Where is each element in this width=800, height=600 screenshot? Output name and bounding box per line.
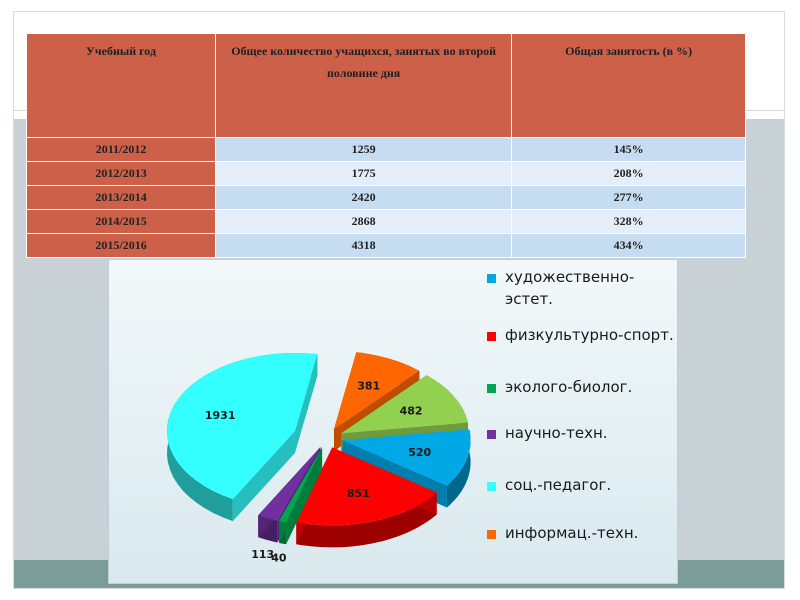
percent-cell: 145% [511, 137, 746, 162]
slice-value-label: 113 [251, 548, 274, 561]
legend-label: физкультурно-спорт. [505, 326, 674, 344]
pie-slice-top [342, 429, 471, 486]
total-cell: 2868 [215, 209, 513, 234]
legend-label: художественно-эстет. [505, 268, 635, 308]
legend-swatch [487, 530, 496, 539]
pie-slice-top [341, 375, 468, 434]
total-cell: 1259 [215, 137, 513, 162]
pie-slice-side [446, 429, 471, 508]
percent-cell: 328% [511, 209, 746, 234]
table-header-row: Учебный год Общее количество учащихся, з… [25, 33, 746, 138]
year-cell: 2013/2014 [25, 185, 217, 210]
header-employment: Общая занятость (в %) [511, 33, 746, 138]
year-cell: 2011/2012 [25, 137, 217, 162]
slice-value-label: 40 [271, 552, 287, 565]
pie-slice-edge [232, 430, 295, 522]
pie-slice [296, 447, 437, 548]
legend-swatch [487, 332, 496, 341]
pie-slice-edge [294, 354, 318, 453]
pie-slice-side [296, 492, 437, 548]
pie-slice-top [279, 447, 323, 523]
slice-value-label: 520 [408, 446, 431, 459]
total-cell: 1775 [215, 161, 513, 186]
legend-swatch [487, 430, 496, 439]
slice-value-label: 482 [400, 405, 423, 418]
table-row: 2011/2012 1259 145% [25, 137, 746, 162]
pie-slice-edge [279, 447, 323, 543]
legend-label: соц.-педагог. [505, 476, 612, 494]
slice-value-label: 1931 [205, 409, 236, 422]
pie-slice-top [167, 353, 318, 500]
pie-slice-top [258, 447, 321, 521]
percent-cell: 208% [511, 161, 746, 186]
pie-slice-top [296, 447, 437, 526]
legend-label: эколого-биолог. [505, 378, 633, 396]
year-cell: 2015/2016 [25, 233, 217, 258]
total-cell: 4318 [215, 233, 513, 258]
table-row: 2015/2016 4318 434% [25, 233, 746, 258]
slice-value-label: 381 [357, 380, 380, 393]
table-row: 2014/2015 2868 328% [25, 209, 746, 234]
legend-swatch [487, 482, 496, 491]
statistics-table: Учебный год Общее количество учащихся, з… [25, 33, 746, 258]
total-cell: 2420 [215, 185, 513, 210]
pie-slice [167, 353, 318, 522]
table-row: 2012/2013 1775 208% [25, 161, 746, 186]
pie-slice [279, 447, 323, 545]
pie-chart-panel: 520 851 40 113 1931 381 482 художественно-эсте… [108, 259, 678, 584]
slice-value-label: 851 [347, 487, 370, 500]
legend-label: научно-техн. [505, 424, 608, 442]
pie-slice-top [333, 352, 420, 430]
year-cell: 2012/2013 [25, 161, 217, 186]
header-total-students: Общее количество учащихся, занятых во вт… [215, 33, 513, 138]
percent-cell: 434% [511, 233, 746, 258]
header-year: Учебный год [25, 33, 217, 138]
year-cell: 2014/2015 [25, 209, 217, 234]
table-row: 2013/2014 2420 277% [25, 185, 746, 210]
legend-label: информац.-техн. [505, 524, 639, 542]
legend-swatch [487, 274, 496, 283]
legend-swatch [487, 384, 496, 393]
percent-cell: 277% [511, 185, 746, 210]
